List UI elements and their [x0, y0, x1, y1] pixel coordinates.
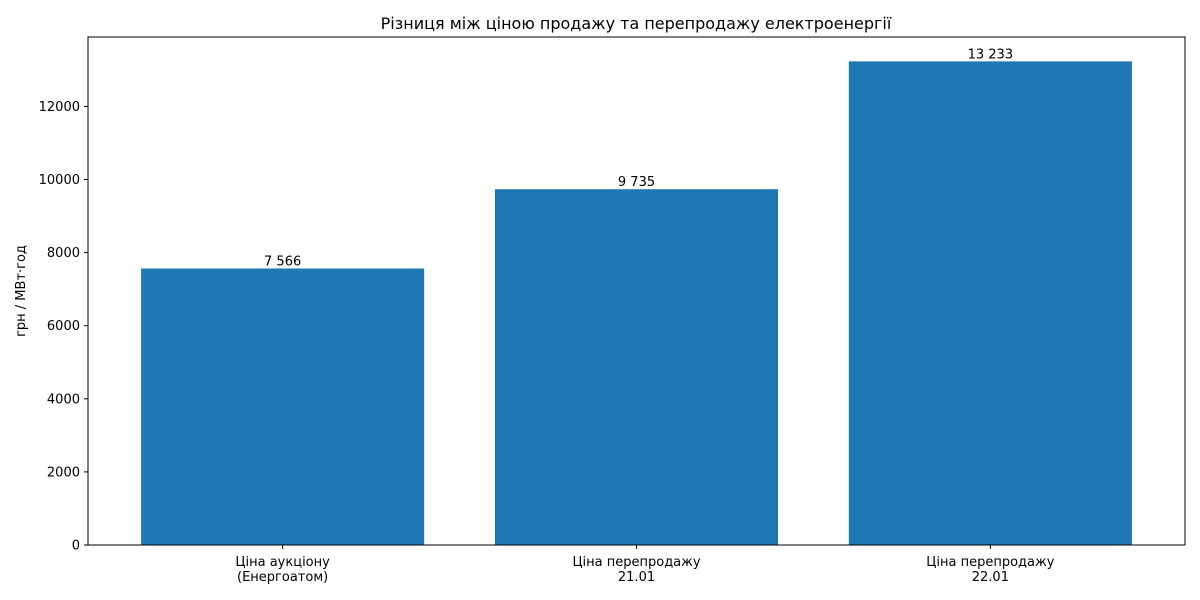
- data-label: 13 233: [968, 47, 1014, 62]
- data-label: 7 566: [264, 254, 301, 269]
- x-tick-label: 21.01: [618, 570, 655, 585]
- x-tick-label: Ціна перепродажу: [926, 555, 1054, 570]
- bar: [141, 268, 425, 545]
- y-axis-ticks: 0 2000 4000 6000 8000 10000 12000: [39, 100, 88, 554]
- y-tick-label: 0: [72, 539, 80, 554]
- y-tick-label: 4000: [47, 392, 80, 407]
- data-labels-group: 7 566 9 735 13 233: [264, 47, 1013, 269]
- x-axis-ticks: Ціна аукціону(Енергоатом) Ціна перепродаж…: [235, 545, 1055, 585]
- y-tick-label: 6000: [47, 319, 80, 334]
- chart-title: Різниця між ціною продажу та перепродажу…: [381, 14, 892, 33]
- y-axis-title: грн / МВт·год: [14, 245, 29, 337]
- y-tick-label: 2000: [47, 465, 80, 480]
- y-tick-label: 10000: [39, 173, 80, 188]
- bar: [494, 189, 779, 545]
- y-tick-label: 12000: [39, 100, 80, 115]
- x-tick-label: (Енергоатом): [237, 570, 328, 585]
- plot-area-frame: [87, 36, 1186, 546]
- bar: [848, 61, 1132, 545]
- x-tick-label: 22.01: [972, 570, 1009, 585]
- x-tick-label: Ціна аукціону: [235, 555, 330, 570]
- bars-group: [141, 61, 1132, 545]
- data-label: 9 735: [618, 175, 655, 190]
- y-tick-label: 8000: [47, 246, 80, 261]
- x-tick-label: Ціна перепродажу: [572, 555, 700, 570]
